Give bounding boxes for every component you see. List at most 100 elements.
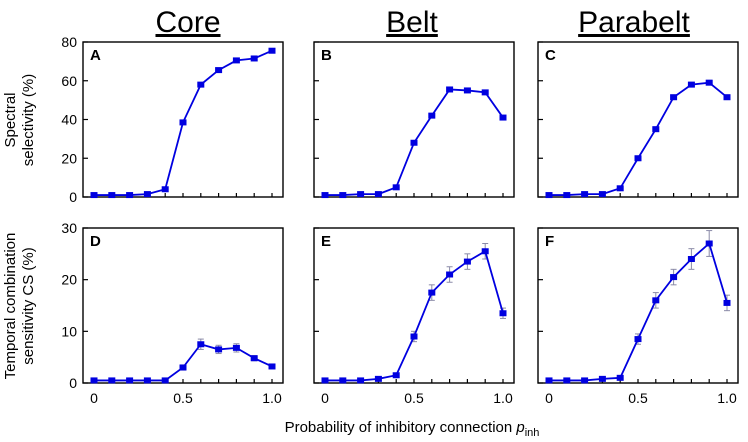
data-point [446,271,454,278]
data-point [179,364,187,371]
data-point [616,374,624,381]
data-point [581,377,589,384]
data-point [374,375,382,382]
panel-B: B [313,41,515,199]
data-point [723,94,731,101]
data-point [598,375,606,382]
data-point [670,274,678,281]
x-axis-label-var: p [515,419,524,436]
series-line [549,241,728,382]
x-axis-label-main: Probability of inhibitory connection [285,419,517,436]
panel-letter: C [545,47,556,64]
panel-frame [537,41,739,198]
x-tick-label: 1.0 [262,390,282,406]
panel-E: E 0 0.5 1.0 [313,227,515,406]
panel-letter: E [321,233,331,250]
data-point [143,191,151,198]
panel-D: D 0 10 20 30 0 0.5 1.0 [61,220,284,406]
data-point [392,184,400,191]
data-point [545,377,553,384]
data-point [634,155,642,162]
column-title-belt: Belt [386,6,438,39]
data-point [723,299,731,306]
data-point [197,81,205,88]
data-point [357,377,365,384]
x-axis-label: Probability of inhibitory connection pin… [285,419,540,439]
data-point [321,377,329,384]
data-point [705,79,713,86]
data-point [499,310,507,317]
y-tick-label: 20 [61,272,77,288]
data-point [268,363,276,370]
data-point [499,114,507,121]
data-point [428,289,436,296]
column-title-parabelt: Parabelt [578,6,690,39]
data-point [705,240,713,247]
data-point [143,377,151,384]
x-tick-label: 1.0 [717,390,737,406]
data-point [90,192,98,199]
data-point [563,377,571,384]
panel-frame [537,227,739,384]
data-point [161,186,169,193]
data-point [563,192,571,199]
data-point [652,297,660,304]
data-point [250,355,258,362]
data-point [463,258,471,265]
data-point [687,256,695,262]
data-point [108,377,116,384]
data-point [179,119,187,126]
data-point [215,67,223,74]
data-point [339,192,347,199]
x-tick-label: 0.5 [173,390,193,406]
x-axis-label-sub: inh [525,427,540,439]
data-point [339,377,347,384]
x-tick-label: 1.0 [493,390,513,406]
data-point [126,377,134,384]
data-point [687,81,695,88]
data-point [410,139,418,146]
data-point [374,191,382,198]
data-point [126,192,134,199]
data-point [545,192,553,199]
x-tick-label: 0 [545,390,553,406]
x-tick-label: 0 [90,390,98,406]
x-tick-label: 0.5 [628,390,648,406]
data-point [250,55,258,62]
data-point [161,377,169,384]
data-point [90,377,98,384]
data-point [108,192,116,199]
panel-letter: A [90,47,101,64]
data-point [232,57,240,64]
data-point [481,89,489,96]
panel-letter: D [90,233,101,250]
ylabel-row2-line1: Temporal combination [2,233,19,380]
y-tick-label: 30 [61,220,77,236]
y-tick-label: 80 [61,34,77,50]
column-title-core: Core [155,6,220,39]
data-point [598,191,606,198]
panels: A 0 20 40 60 80 B C D 0 10 20 30 0 0.5 1.0 E 0 0.5 1.0 F 0 0.5… [61,34,739,406]
data-point [670,94,678,101]
data-point [215,346,223,353]
y-tick-label: 10 [61,323,77,339]
x-tick-label: 0 [321,390,329,406]
panel-F: F 0 0.5 1.0 [537,227,739,406]
data-point [446,86,454,93]
y-tick-label: 40 [61,112,77,128]
data-point [197,341,205,348]
data-point [410,333,418,340]
data-point [634,336,642,343]
ylabel-row1-line1: Spectral [2,92,19,147]
data-point [652,126,660,133]
panel-letter: F [545,233,554,250]
y-tick-label: 0 [69,189,77,205]
data-point [616,185,624,192]
data-point [321,192,329,199]
panel-frame [313,41,515,198]
series-line [549,81,728,196]
y-tick-label: 0 [69,375,77,391]
ylabel-row2-line2: sensitivity CS (%) [20,247,37,365]
data-point [268,47,276,54]
